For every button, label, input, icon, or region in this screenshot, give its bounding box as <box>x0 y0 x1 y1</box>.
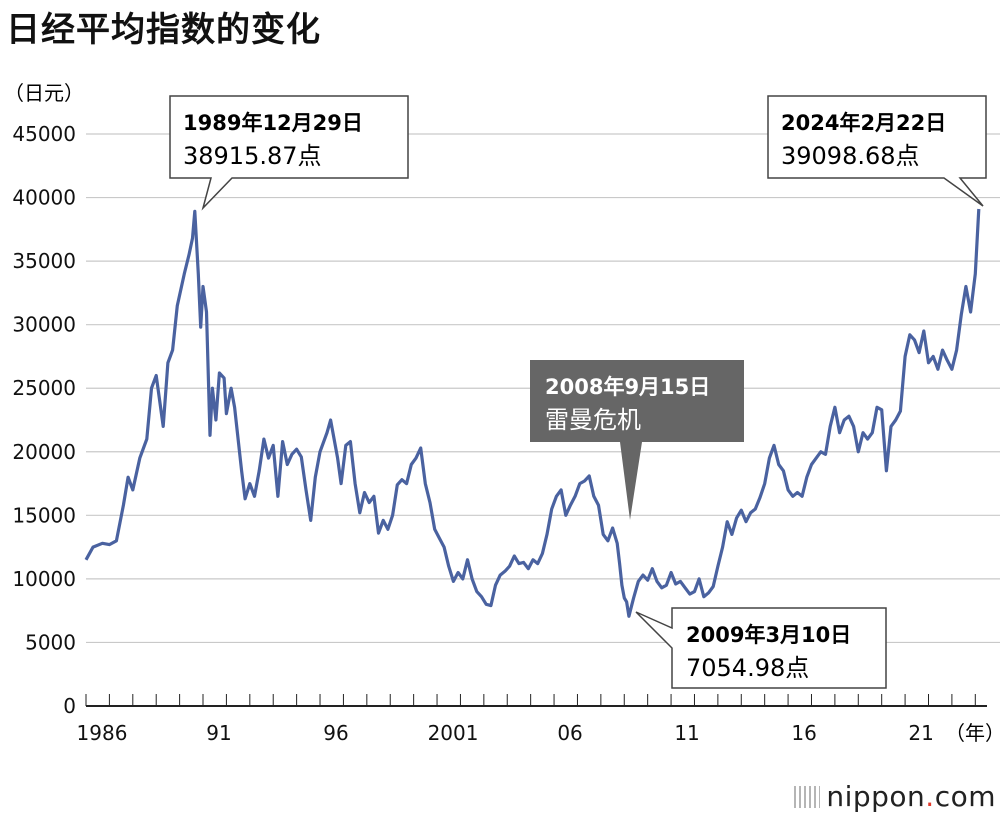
callout-2024-box <box>767 95 987 207</box>
x-tick-label-21: 21 <box>908 721 933 745</box>
y-tick-label-5000: 5000 <box>25 630 76 654</box>
y-axis-unit-label: （日元） <box>4 81 84 105</box>
y-tick-label-30000: 30000 <box>12 313 76 337</box>
x-axis: 1986 91 96 2001 06 11 16 21 <box>77 694 987 745</box>
callout-2009-date: 2009年3月10日 <box>686 623 851 647</box>
callout-1989-value: 38915.87点 <box>183 142 322 170</box>
callout-1989-date: 1989年12月29日 <box>183 111 363 135</box>
x-tick-label-91: 91 <box>206 721 231 745</box>
callout-2009-box <box>635 607 887 689</box>
callout-2009-value: 7054.98点 <box>686 654 809 682</box>
callout-2024-peak: 2024年2月22日 39098.68点 <box>767 95 987 207</box>
callout-lehman-label: 雷曼危机 <box>545 406 641 434</box>
x-tick-label-1986: 1986 <box>77 721 128 745</box>
chart-canvas: （日元） 0 5000 10000 15000 20000 25000 30000 35000… <box>4 81 1000 745</box>
x-axis-unit-label: （年） <box>945 721 1000 745</box>
x-tick-label-11: 11 <box>674 721 699 745</box>
callout-1989-peak: 1989年12月29日 38915.87点 <box>169 95 409 211</box>
logo-main: nippon <box>826 780 926 813</box>
callout-2024-date: 2024年2月22日 <box>781 111 946 135</box>
nippon-logo: nippon.com <box>794 780 996 813</box>
x-tick-label-06: 06 <box>557 721 582 745</box>
callout-2024-value: 39098.68点 <box>781 142 920 170</box>
y-tick-label-40000: 40000 <box>12 186 76 210</box>
series-line <box>84 208 981 618</box>
y-tick-label-35000: 35000 <box>12 249 76 273</box>
x-tick-label-2001: 2001 <box>428 721 479 745</box>
callout-2009-low: 2009年3月10日 7054.98点 <box>635 607 887 689</box>
chart-title: 日经平均指数的变化 <box>6 10 321 50</box>
y-tick-label-20000: 20000 <box>12 440 76 464</box>
logo-dot: . <box>925 780 935 813</box>
callout-lehman: 2008年9月15日 雷曼危机 <box>530 360 744 520</box>
callout-lehman-date: 2008年9月15日 <box>545 375 710 399</box>
y-axis-ticks: 0 5000 10000 15000 20000 25000 30000 35000 40000… <box>12 122 76 718</box>
logo-tld: com <box>934 780 996 813</box>
callout-1989-box <box>169 95 409 211</box>
y-tick-label-0: 0 <box>63 694 76 718</box>
y-tick-label-25000: 25000 <box>12 376 76 400</box>
y-tick-label-10000: 10000 <box>12 567 76 591</box>
logo-stripes-icon <box>794 786 821 808</box>
y-tick-label-45000: 45000 <box>12 122 76 146</box>
x-tick-label-16: 16 <box>791 721 816 745</box>
x-tick-label-96: 96 <box>323 721 348 745</box>
y-tick-label-15000: 15000 <box>12 503 76 527</box>
callout-lehman-box <box>530 360 744 520</box>
